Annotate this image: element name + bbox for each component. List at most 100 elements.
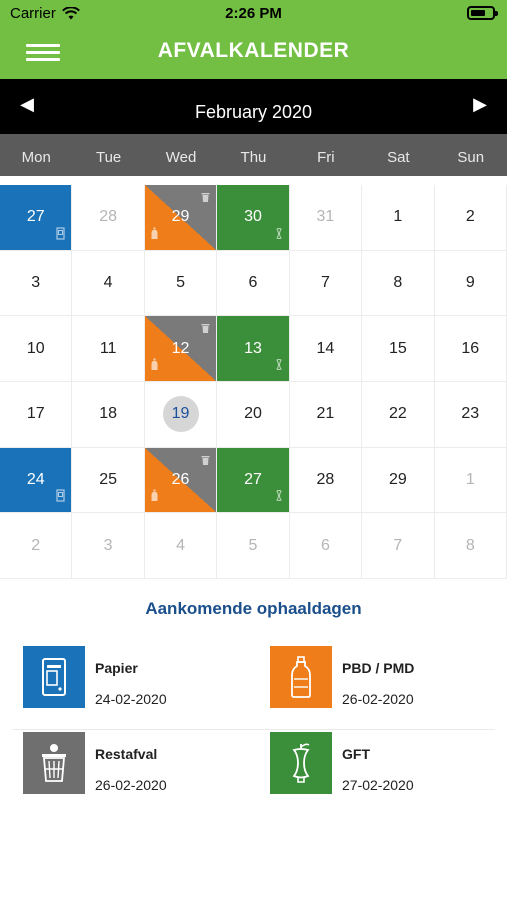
weekday-label: Mon bbox=[21, 149, 51, 166]
calendar-day[interactable]: 8 bbox=[434, 513, 507, 579]
calendar-day[interactable]: 18 bbox=[72, 381, 145, 448]
day-number: 7 bbox=[393, 536, 403, 554]
next-month-button[interactable]: ▶ bbox=[473, 94, 487, 114]
paper-container-icon bbox=[23, 646, 85, 708]
calendar-day-paper[interactable]: 24 bbox=[0, 447, 73, 514]
apple-core-icon bbox=[275, 358, 283, 376]
day-number: 13 bbox=[244, 339, 262, 357]
day-number: 10 bbox=[26, 339, 45, 357]
calendar-day[interactable]: 14 bbox=[289, 316, 363, 382]
upcoming-item-gft[interactable]: GFT 27-02-2020 bbox=[270, 732, 500, 794]
upcoming-list: Papier 24-02-2020 PBD / PMD 26-02-2020 R… bbox=[12, 644, 495, 816]
calendar-day-gft[interactable]: 27 bbox=[217, 447, 290, 514]
bottle-icon bbox=[151, 227, 158, 245]
calendar-day[interactable]: 11 bbox=[72, 316, 145, 382]
day-number: 2 bbox=[31, 536, 41, 554]
wifi-icon bbox=[61, 7, 80, 20]
month-label: February 2020 bbox=[194, 102, 313, 122]
trash-bin-icon bbox=[201, 453, 210, 471]
calendar-day[interactable]: 1 bbox=[362, 185, 435, 251]
weekday-label: Tue bbox=[95, 149, 122, 166]
upcoming-item-papier[interactable]: Papier 24-02-2020 bbox=[23, 646, 253, 708]
day-number: 8 bbox=[465, 536, 475, 554]
upcoming-item-name: GFT bbox=[342, 746, 370, 762]
hamburger-menu-icon[interactable] bbox=[26, 42, 60, 62]
calendar-day[interactable]: 6 bbox=[289, 513, 363, 579]
apple-core-icon bbox=[275, 489, 283, 507]
weekday-header: Mon Tue Wed Thu Fri Sat Sun bbox=[0, 134, 507, 176]
battery-icon bbox=[467, 6, 498, 20]
day-number: 14 bbox=[316, 339, 335, 357]
status-bar: Carrier 2:26 PM bbox=[0, 0, 507, 26]
day-number: 3 bbox=[31, 273, 41, 291]
upcoming-item-name: Papier bbox=[95, 660, 138, 676]
calendar-day[interactable]: 31 bbox=[289, 185, 363, 251]
upcoming-item-restafval[interactable]: Restafval 26-02-2020 bbox=[23, 732, 253, 794]
calendar-day[interactable]: 4 bbox=[144, 513, 218, 579]
calendar-day-gft[interactable]: 13 bbox=[217, 316, 290, 382]
day-number: 1 bbox=[393, 208, 403, 226]
upcoming-item-pmd[interactable]: PBD / PMD 26-02-2020 bbox=[270, 646, 500, 708]
day-number: 3 bbox=[103, 536, 113, 554]
calendar-day-rest-pmd[interactable]: 12 bbox=[144, 316, 218, 382]
day-number: 11 bbox=[99, 339, 117, 357]
calendar-day[interactable]: 1 bbox=[434, 447, 507, 514]
calendar-day[interactable]: 22 bbox=[362, 381, 435, 448]
day-number: 12 bbox=[171, 339, 190, 357]
day-number: 27 bbox=[244, 470, 262, 488]
day-number: 5 bbox=[176, 273, 186, 291]
weekday-label: Wed bbox=[165, 149, 197, 166]
paper-container-icon bbox=[56, 489, 66, 507]
day-number: 31 bbox=[316, 208, 335, 226]
calendar-day[interactable]: 17 bbox=[0, 381, 73, 448]
day-number: 28 bbox=[99, 208, 118, 226]
previous-month-button[interactable]: ◀ bbox=[20, 94, 34, 114]
day-number: 6 bbox=[248, 273, 258, 291]
calendar-day[interactable]: 9 bbox=[434, 250, 507, 317]
calendar-day-gft[interactable]: 30 bbox=[217, 185, 290, 251]
day-number: 15 bbox=[388, 339, 407, 357]
upcoming-row: Papier 24-02-2020 PBD / PMD 26-02-2020 bbox=[12, 644, 495, 730]
calendar-day[interactable]: 3 bbox=[0, 250, 73, 317]
calendar-day[interactable]: 2 bbox=[434, 185, 507, 251]
day-number: 4 bbox=[103, 273, 113, 291]
day-number: 17 bbox=[26, 405, 45, 423]
calendar-day-paper[interactable]: 27 bbox=[0, 185, 73, 251]
calendar-day[interactable]: 20 bbox=[217, 381, 290, 448]
calendar-day-rest-pmd[interactable]: 26 bbox=[144, 447, 218, 514]
day-number: 5 bbox=[248, 536, 258, 554]
calendar-day[interactable]: 5 bbox=[144, 250, 218, 317]
day-number: 23 bbox=[461, 405, 480, 423]
calendar-day[interactable]: 15 bbox=[362, 316, 435, 382]
calendar-day[interactable]: 28 bbox=[72, 185, 145, 251]
day-number: 26 bbox=[171, 470, 190, 488]
calendar-day[interactable]: 7 bbox=[362, 513, 435, 579]
calendar-day[interactable]: 28 bbox=[289, 447, 363, 514]
bottle-icon bbox=[270, 646, 332, 708]
calendar-day-today[interactable]: 19 bbox=[144, 381, 218, 448]
day-number: 19 bbox=[162, 396, 199, 433]
day-number: 29 bbox=[388, 470, 407, 488]
calendar-day[interactable]: 3 bbox=[72, 513, 145, 579]
weekday-label: Sat bbox=[387, 149, 410, 166]
calendar-day-rest-pmd[interactable]: 29 bbox=[144, 185, 218, 251]
weekday-label: Sun bbox=[457, 149, 485, 166]
calendar-day[interactable]: 6 bbox=[217, 250, 290, 317]
carrier-label: Carrier bbox=[10, 5, 56, 22]
calendar-day[interactable]: 5 bbox=[217, 513, 290, 579]
calendar-day[interactable]: 7 bbox=[289, 250, 363, 317]
calendar-day[interactable]: 10 bbox=[0, 316, 73, 382]
calendar-day[interactable]: 21 bbox=[289, 381, 363, 448]
calendar-day[interactable]: 4 bbox=[72, 250, 145, 317]
upcoming-item-name: PBD / PMD bbox=[342, 660, 415, 676]
calendar-day[interactable]: 16 bbox=[434, 316, 507, 382]
calendar-day[interactable]: 2 bbox=[0, 513, 73, 579]
day-number: 28 bbox=[316, 470, 335, 488]
calendar-day[interactable]: 8 bbox=[362, 250, 435, 317]
calendar-day[interactable]: 29 bbox=[362, 447, 435, 514]
day-number: 7 bbox=[320, 273, 330, 291]
calendar-day[interactable]: 25 bbox=[72, 447, 145, 514]
paper-container-icon bbox=[56, 227, 66, 245]
calendar-day[interactable]: 23 bbox=[434, 381, 507, 448]
upcoming-item-date: 26-02-2020 bbox=[342, 691, 414, 707]
